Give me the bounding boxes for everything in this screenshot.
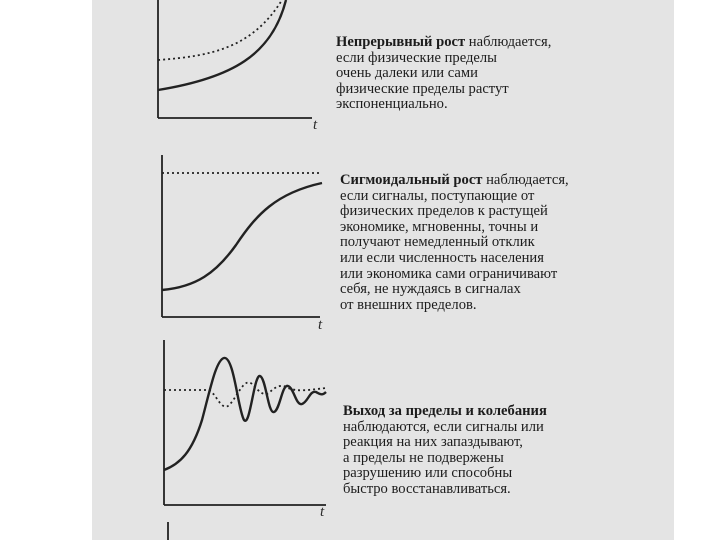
graph-continuous-growth: t	[152, 0, 352, 133]
time-axis-label: t	[318, 317, 323, 333]
caption-sigmoid-title: Сигмоидальный рост	[340, 172, 483, 188]
graph-sigmoid-svg	[161, 155, 323, 318]
caption-line: быстро восстанавливаться.	[343, 480, 511, 497]
graph-next-svg	[167, 522, 169, 540]
caption-line: экспоненциально.	[336, 96, 448, 113]
caption-line: разрушению или способны	[343, 465, 513, 482]
caption-line: или если численность населения	[340, 249, 544, 266]
time-axis-label: t	[313, 117, 318, 133]
caption-line: от внешних пределов.	[340, 296, 477, 313]
caption-line: наблюдается,	[482, 172, 569, 188]
caption-continuous: Непрерывный рост наблюдается, если физич…	[336, 34, 552, 113]
limit-curve-dotted	[157, 0, 283, 61]
caption-line: наблюдается,	[465, 34, 552, 50]
graph-next-partial	[162, 522, 182, 540]
caption-line: реакция на них запаздывают,	[343, 434, 523, 451]
caption-continuous-title: Непрерывный рост	[336, 34, 466, 50]
caption-line: если сигналы, поступающие от	[340, 187, 535, 204]
graph-overshoot-oscillation: t	[158, 340, 358, 520]
graph-sigmoid-growth: t	[156, 155, 356, 333]
caption-line: себя, не нуждаясь в сигналах	[340, 281, 521, 298]
growth-curve	[157, 0, 288, 92]
book-page: t Непрерывный рост наблюдается, если физ…	[92, 0, 674, 540]
caption-line: очень далеки или сами	[336, 65, 478, 82]
graph-overshoot-svg	[163, 340, 327, 506]
caption-overshoot-title: Выход за пределы и колебания	[343, 403, 547, 419]
time-axis-label: t	[320, 504, 325, 520]
caption-line: физические пределы растут	[336, 80, 509, 97]
caption-sigmoid: Сигмоидальный рост наблюдается, если сиг…	[340, 172, 569, 313]
caption-line: получают немедленный отклик	[340, 234, 535, 251]
caption-line: если физические пределы	[336, 49, 497, 66]
caption-line: физических пределов к растущей	[340, 203, 548, 220]
caption-line: наблюдаются, если сигналы или	[343, 418, 544, 435]
sigmoid-curve	[161, 181, 323, 292]
caption-line: или экономика сами ограничивают	[340, 265, 558, 282]
graph-continuous-svg	[157, 0, 312, 119]
caption-line: а пределы не подвержены	[343, 449, 504, 466]
oscillation-curve	[163, 356, 327, 472]
caption-overshoot: Выход за пределы и колебания наблюдаются…	[343, 403, 547, 498]
caption-line: экономике, мгновенны, точны и	[340, 218, 539, 235]
